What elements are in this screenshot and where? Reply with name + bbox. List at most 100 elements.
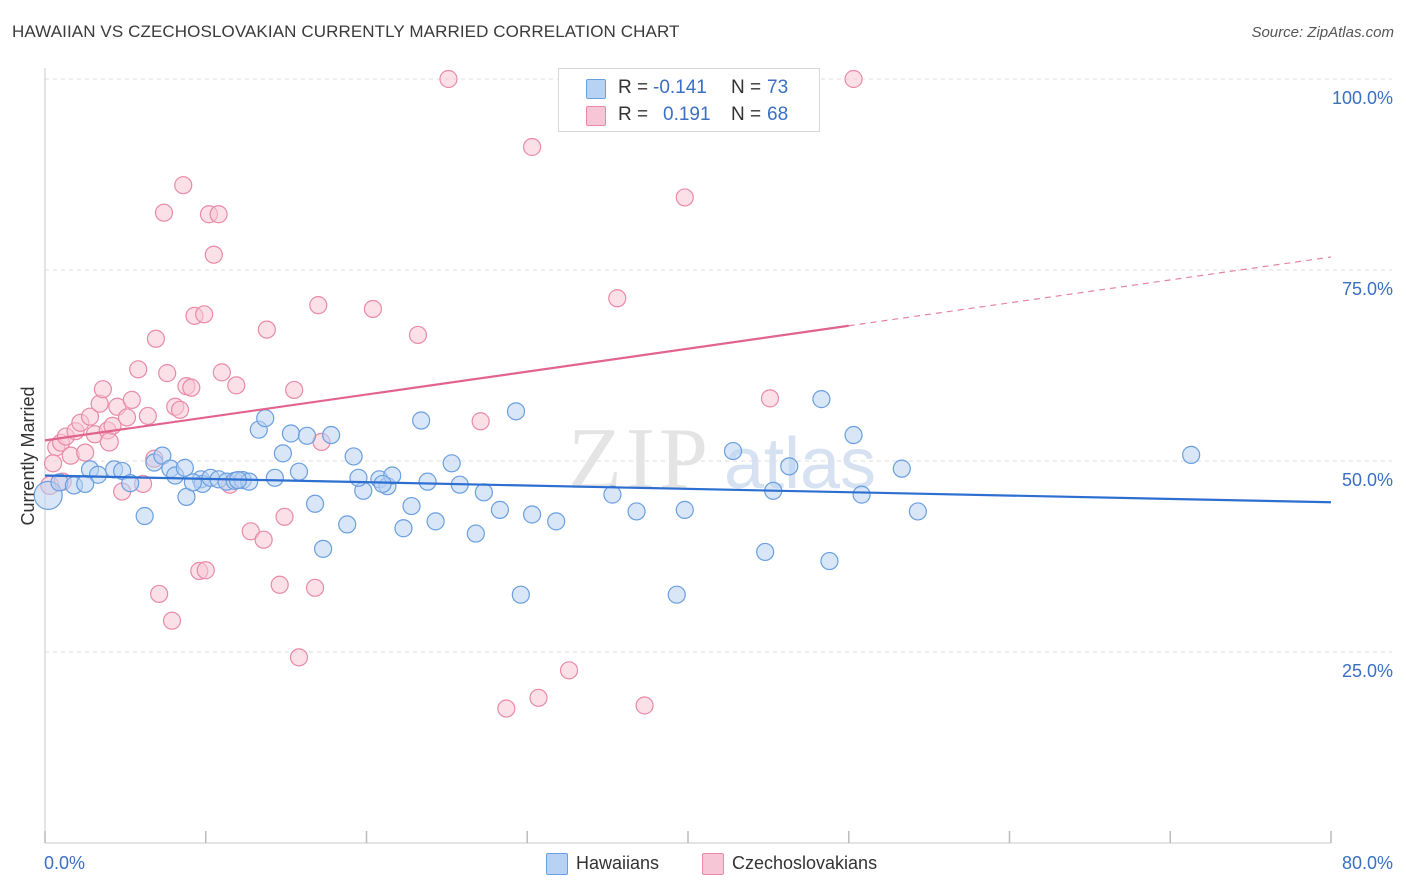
- czechoslovakians-point: [439, 69, 458, 89]
- legend-n-label: N =: [731, 77, 762, 98]
- legend-row-czechoslovakians: R = 0.191 N = 68: [559, 102, 819, 128]
- czechoslovakians-point: [227, 376, 246, 395]
- hawaiians-point: [844, 425, 863, 445]
- bottom-legend-label: Czechoslovakians: [732, 853, 878, 873]
- hawaiians-point: [603, 485, 622, 504]
- hawaiians-point: [273, 444, 293, 463]
- czechoslovakians-point: [99, 432, 119, 452]
- legend-swatch-blue: [586, 79, 606, 99]
- czechoslovakians-point: [76, 443, 95, 462]
- hawaiians-point: [442, 454, 461, 473]
- legend-row-hawaiians: R = -0.141 N = 73: [559, 75, 819, 101]
- hawaiians-point: [490, 500, 510, 519]
- czechoslovakians-point: [408, 325, 428, 345]
- czechoslovakians-point: [241, 522, 260, 541]
- hawaiians-points: [33, 390, 1201, 604]
- legend-r-label: R =: [618, 104, 649, 125]
- y-tick-label: 50.0%: [1342, 470, 1393, 490]
- czechoslovakians-point: [80, 407, 100, 426]
- hawaiians-point: [466, 524, 485, 543]
- hawaiians-point: [121, 474, 140, 493]
- hawaiians-point: [256, 409, 275, 428]
- hawaiians-trend-line: [44, 474, 1332, 504]
- x-tick-label: 80.0%: [1342, 853, 1393, 873]
- czechoslovakians-point: [170, 400, 190, 419]
- hawaiians-point: [265, 468, 284, 487]
- bottom-legend-label: Hawaiians: [576, 853, 660, 873]
- czechoslovakians-trend-line: [44, 324, 849, 442]
- czechoslovakians-point: [309, 296, 328, 315]
- hawaiians-point: [183, 473, 202, 492]
- czechoslovakians-point: [129, 360, 148, 379]
- czechoslovakians-point: [522, 137, 542, 157]
- hawaiians-point: [780, 457, 799, 476]
- chart-source: Source: ZipAtlas.com: [1251, 24, 1394, 41]
- hawaiians-point: [892, 459, 911, 478]
- hawaiians-point: [402, 496, 421, 516]
- czechoslovakians-point: [270, 575, 289, 594]
- czechoslovakians-point: [209, 205, 228, 224]
- czechoslovakians-point: [93, 380, 112, 399]
- hawaiians-point: [313, 539, 333, 558]
- grid-layer: [45, 78, 1392, 653]
- czechoslovakians-point: [285, 380, 304, 400]
- hawaiians-point: [412, 411, 431, 430]
- czechoslovakians-point: [529, 688, 548, 707]
- czechoslovakians-trend-line: [848, 256, 1332, 327]
- chart-title: HAWAIIAN VS CZECHOSLOVAKIAN CURRENTLY MA…: [12, 22, 680, 41]
- czechoslovakians-point: [559, 661, 579, 680]
- legend-n-value: 68: [767, 104, 789, 125]
- czechoslovakians-point: [117, 408, 137, 427]
- czechoslovakians-point: [497, 699, 516, 718]
- czechoslovakians-point: [150, 584, 169, 604]
- y-axis-label: Currently Married: [18, 386, 38, 525]
- trend-lines: [44, 256, 1332, 504]
- hawaiians-point: [418, 472, 437, 491]
- hawaiians-point: [322, 425, 341, 445]
- bottom-legend-swatch-pink: [702, 853, 724, 875]
- czechoslovakians-point: [195, 305, 214, 324]
- hawaiians-point: [627, 502, 646, 521]
- hawaiians-point: [812, 390, 831, 409]
- hawaiians-point: [723, 441, 743, 461]
- czechoslovakians-point: [608, 289, 627, 308]
- czechoslovakians-points: [40, 69, 863, 718]
- legend-n-value: 73: [767, 77, 789, 98]
- czechoslovakians-point: [146, 329, 166, 348]
- hawaiians-point: [852, 485, 871, 504]
- legend-n-label: N =: [731, 104, 762, 125]
- hawaiians-point: [135, 506, 154, 526]
- legend-box: R = -0.141 N = 73 R = 0.191 N = 68: [558, 68, 820, 132]
- hawaiians-point: [344, 447, 363, 466]
- hawaiians-point: [547, 512, 566, 531]
- czechoslovakians-point: [305, 578, 325, 597]
- hawaiians-point: [908, 502, 927, 521]
- czechoslovakians-point: [635, 696, 654, 715]
- hawaiians-point: [675, 500, 694, 519]
- hawaiians-point: [338, 515, 357, 534]
- hawaiians-point: [349, 468, 368, 487]
- hawaiians-point: [281, 424, 301, 443]
- czechoslovakians-point: [363, 299, 383, 319]
- x-tick-label: 0.0%: [44, 853, 85, 873]
- y-tick-label: 25.0%: [1342, 661, 1393, 681]
- legend-r-value: 0.191: [663, 104, 711, 125]
- hawaiians-point: [373, 474, 392, 494]
- legend-r-value: -0.141: [653, 77, 707, 98]
- hawaiians-point: [511, 585, 530, 604]
- axis-layer: 100.0% 75.0% 50.0% 25.0% 0.0% 80.0%: [44, 68, 1393, 873]
- czechoslovakians-point: [289, 648, 309, 667]
- hawaiians-point: [153, 446, 172, 465]
- czechoslovakians-point: [254, 530, 273, 549]
- hawaiians-point: [474, 483, 493, 502]
- czechoslovakians-point: [844, 69, 863, 89]
- czechoslovakians-point: [138, 406, 157, 426]
- czechoslovakians-point: [471, 412, 490, 431]
- czechoslovakians-point: [162, 611, 182, 630]
- legend-swatch-pink: [586, 106, 606, 126]
- y-tick-label: 75.0%: [1342, 279, 1393, 299]
- hawaiians-point: [756, 542, 775, 562]
- hawaiians-point: [297, 426, 317, 445]
- watermark-zip: ZIP: [568, 411, 712, 508]
